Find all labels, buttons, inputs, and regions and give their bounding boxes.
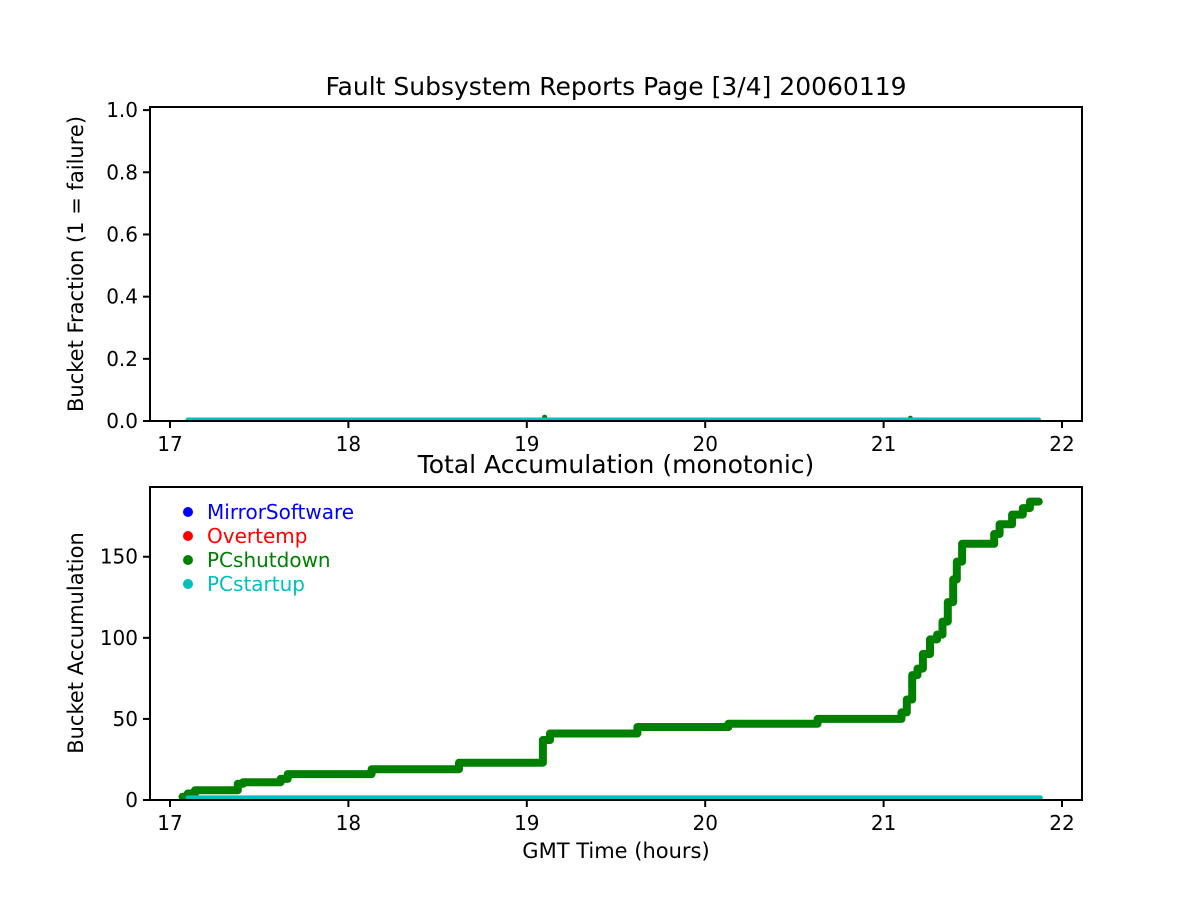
legend-item-mirrorsoftware: MirrorSoftware [183, 500, 354, 524]
legend-label: MirrorSoftware [207, 500, 355, 524]
y-tick-label: 50 [113, 707, 138, 731]
x-tick-label: 17 [157, 811, 182, 835]
series-line-PCshutdown [178, 497, 1043, 801]
y-tick-label: 150 [100, 545, 138, 569]
y-tick-label: 0 [125, 788, 138, 812]
x-tick-label: 22 [1049, 432, 1074, 456]
y-tick-label: 0.0 [106, 409, 138, 433]
plot-frame [149, 486, 1083, 801]
x-tick-label: 19 [514, 432, 539, 456]
figure-title: Fault Subsystem Reports Page [3/4] 20060… [325, 72, 907, 101]
bottom-plot-title: Total Accumulation (monotonic) [417, 450, 815, 479]
y-tick-label: 1.0 [106, 98, 138, 122]
y-tick-label: 0.8 [106, 160, 138, 184]
legend: MirrorSoftware Overtemp PCshutdown PCsta… [183, 500, 354, 596]
x-tick-label: 22 [1049, 811, 1074, 835]
legend-label: PCstartup [207, 572, 305, 596]
x-tick-label: 21 [871, 432, 896, 456]
legend-marker-icon [183, 531, 193, 541]
y-tick-label: 0.4 [106, 285, 138, 309]
legend-item-pcshutdown: PCshutdown [183, 548, 354, 572]
x-tick-label: 20 [692, 432, 717, 456]
y-tick-label: 0.6 [106, 222, 138, 246]
legend-marker-icon [183, 579, 193, 589]
x-tick-label: 18 [336, 432, 361, 456]
x-tick-label: 20 [692, 811, 717, 835]
y-tick-label: 100 [100, 626, 138, 650]
y-tick-label: 0.2 [106, 347, 138, 371]
x-tick-label: 17 [157, 432, 182, 456]
legend-label: PCshutdown [207, 548, 331, 572]
legend-item-overtemp: Overtemp [183, 524, 354, 548]
legend-item-pcstartup: PCstartup [183, 572, 354, 596]
legend-marker-icon [183, 507, 193, 517]
x-tick-label: 18 [336, 811, 361, 835]
legend-marker-icon [183, 555, 193, 565]
x-tick-label: 19 [514, 811, 539, 835]
legend-label: Overtemp [207, 524, 308, 548]
x-axis-label: GMT Time (hours) [522, 839, 710, 863]
plot-frame [149, 106, 1083, 422]
x-tick-label: 21 [871, 811, 896, 835]
